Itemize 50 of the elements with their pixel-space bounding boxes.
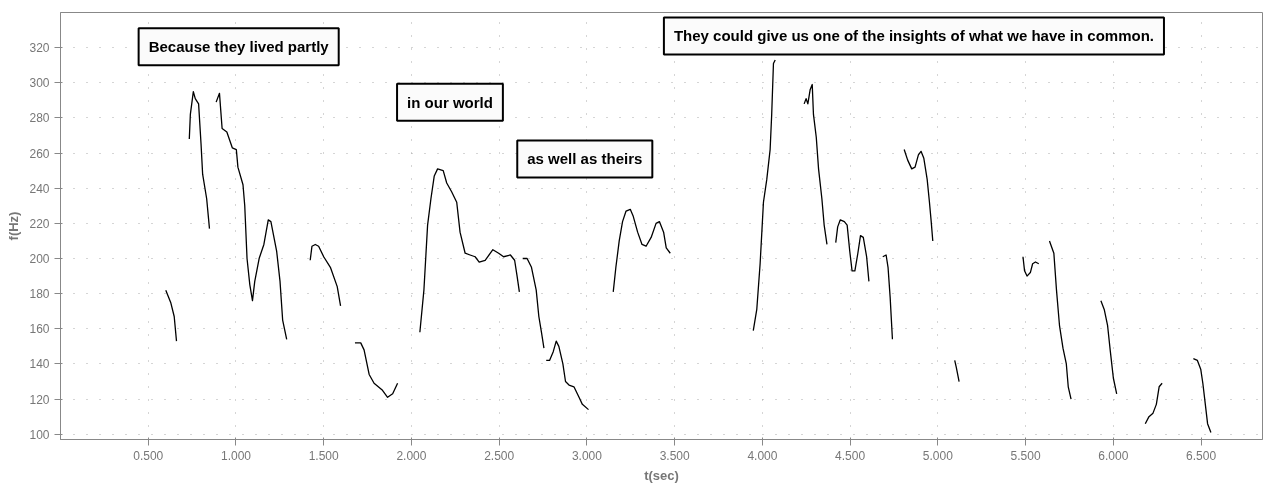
- line-series: [188, 90, 211, 230]
- line-series: [215, 92, 288, 340]
- line-series: [612, 208, 671, 293]
- y-tick-label: 240: [29, 181, 50, 196]
- x-tick-label: 6.500: [1186, 448, 1217, 463]
- x-tick-label: 1.000: [220, 448, 252, 463]
- x-tick-label: 1.500: [308, 448, 340, 463]
- x-tick-label: 2.500: [484, 448, 515, 463]
- line-series: [522, 257, 545, 349]
- annotation: in our world: [407, 93, 493, 111]
- line-series: [1144, 382, 1163, 425]
- line-series: [803, 83, 828, 246]
- line-series: [354, 342, 399, 398]
- line-series: [835, 219, 870, 282]
- annotation: Because they lived partly: [148, 38, 330, 56]
- x-tick-label: 2.000: [396, 448, 427, 463]
- line-series: [1100, 300, 1118, 395]
- x-tick-label: 4.500: [835, 448, 866, 463]
- line-series: [752, 59, 776, 332]
- x-tick-label: 0.500: [133, 448, 164, 463]
- y-tick-label: 260: [29, 146, 50, 161]
- y-axis-title: f(Hz): [6, 211, 22, 241]
- annotation: They could give us one of the insights of what we have in common.: [673, 27, 1154, 45]
- line-series: [1048, 240, 1072, 400]
- y-tick-label: 100: [29, 427, 50, 442]
- y-tick-label: 160: [29, 322, 50, 337]
- annotation: as well as theirs: [527, 150, 643, 168]
- x-axis-title: t(sec): [644, 467, 679, 483]
- y-tick-label: 300: [29, 76, 50, 91]
- y-tick-label: 280: [29, 111, 50, 126]
- y-tick-label: 220: [29, 216, 50, 231]
- line-series: [882, 254, 894, 340]
- x-tick-label: 6.000: [1098, 448, 1129, 463]
- line-series: [1192, 358, 1212, 434]
- line-series: [165, 289, 178, 342]
- y-tick-label: 180: [29, 287, 50, 302]
- x-tick-label: 4.000: [747, 448, 778, 463]
- line-series: [545, 340, 590, 411]
- line-series: [1022, 256, 1040, 277]
- line-series: [419, 168, 521, 333]
- y-tick-label: 320: [29, 41, 50, 56]
- x-tick-label: 5.500: [1010, 448, 1041, 463]
- line-series: [309, 243, 342, 307]
- x-tick-label: 3.500: [659, 448, 690, 463]
- y-tick-label: 120: [29, 392, 50, 407]
- y-tick-label: 140: [29, 357, 50, 372]
- x-tick-label: 5.000: [922, 448, 954, 463]
- y-tick-label: 200: [29, 252, 50, 267]
- line-series: [903, 148, 934, 242]
- x-tick-label: 3.000: [571, 448, 603, 463]
